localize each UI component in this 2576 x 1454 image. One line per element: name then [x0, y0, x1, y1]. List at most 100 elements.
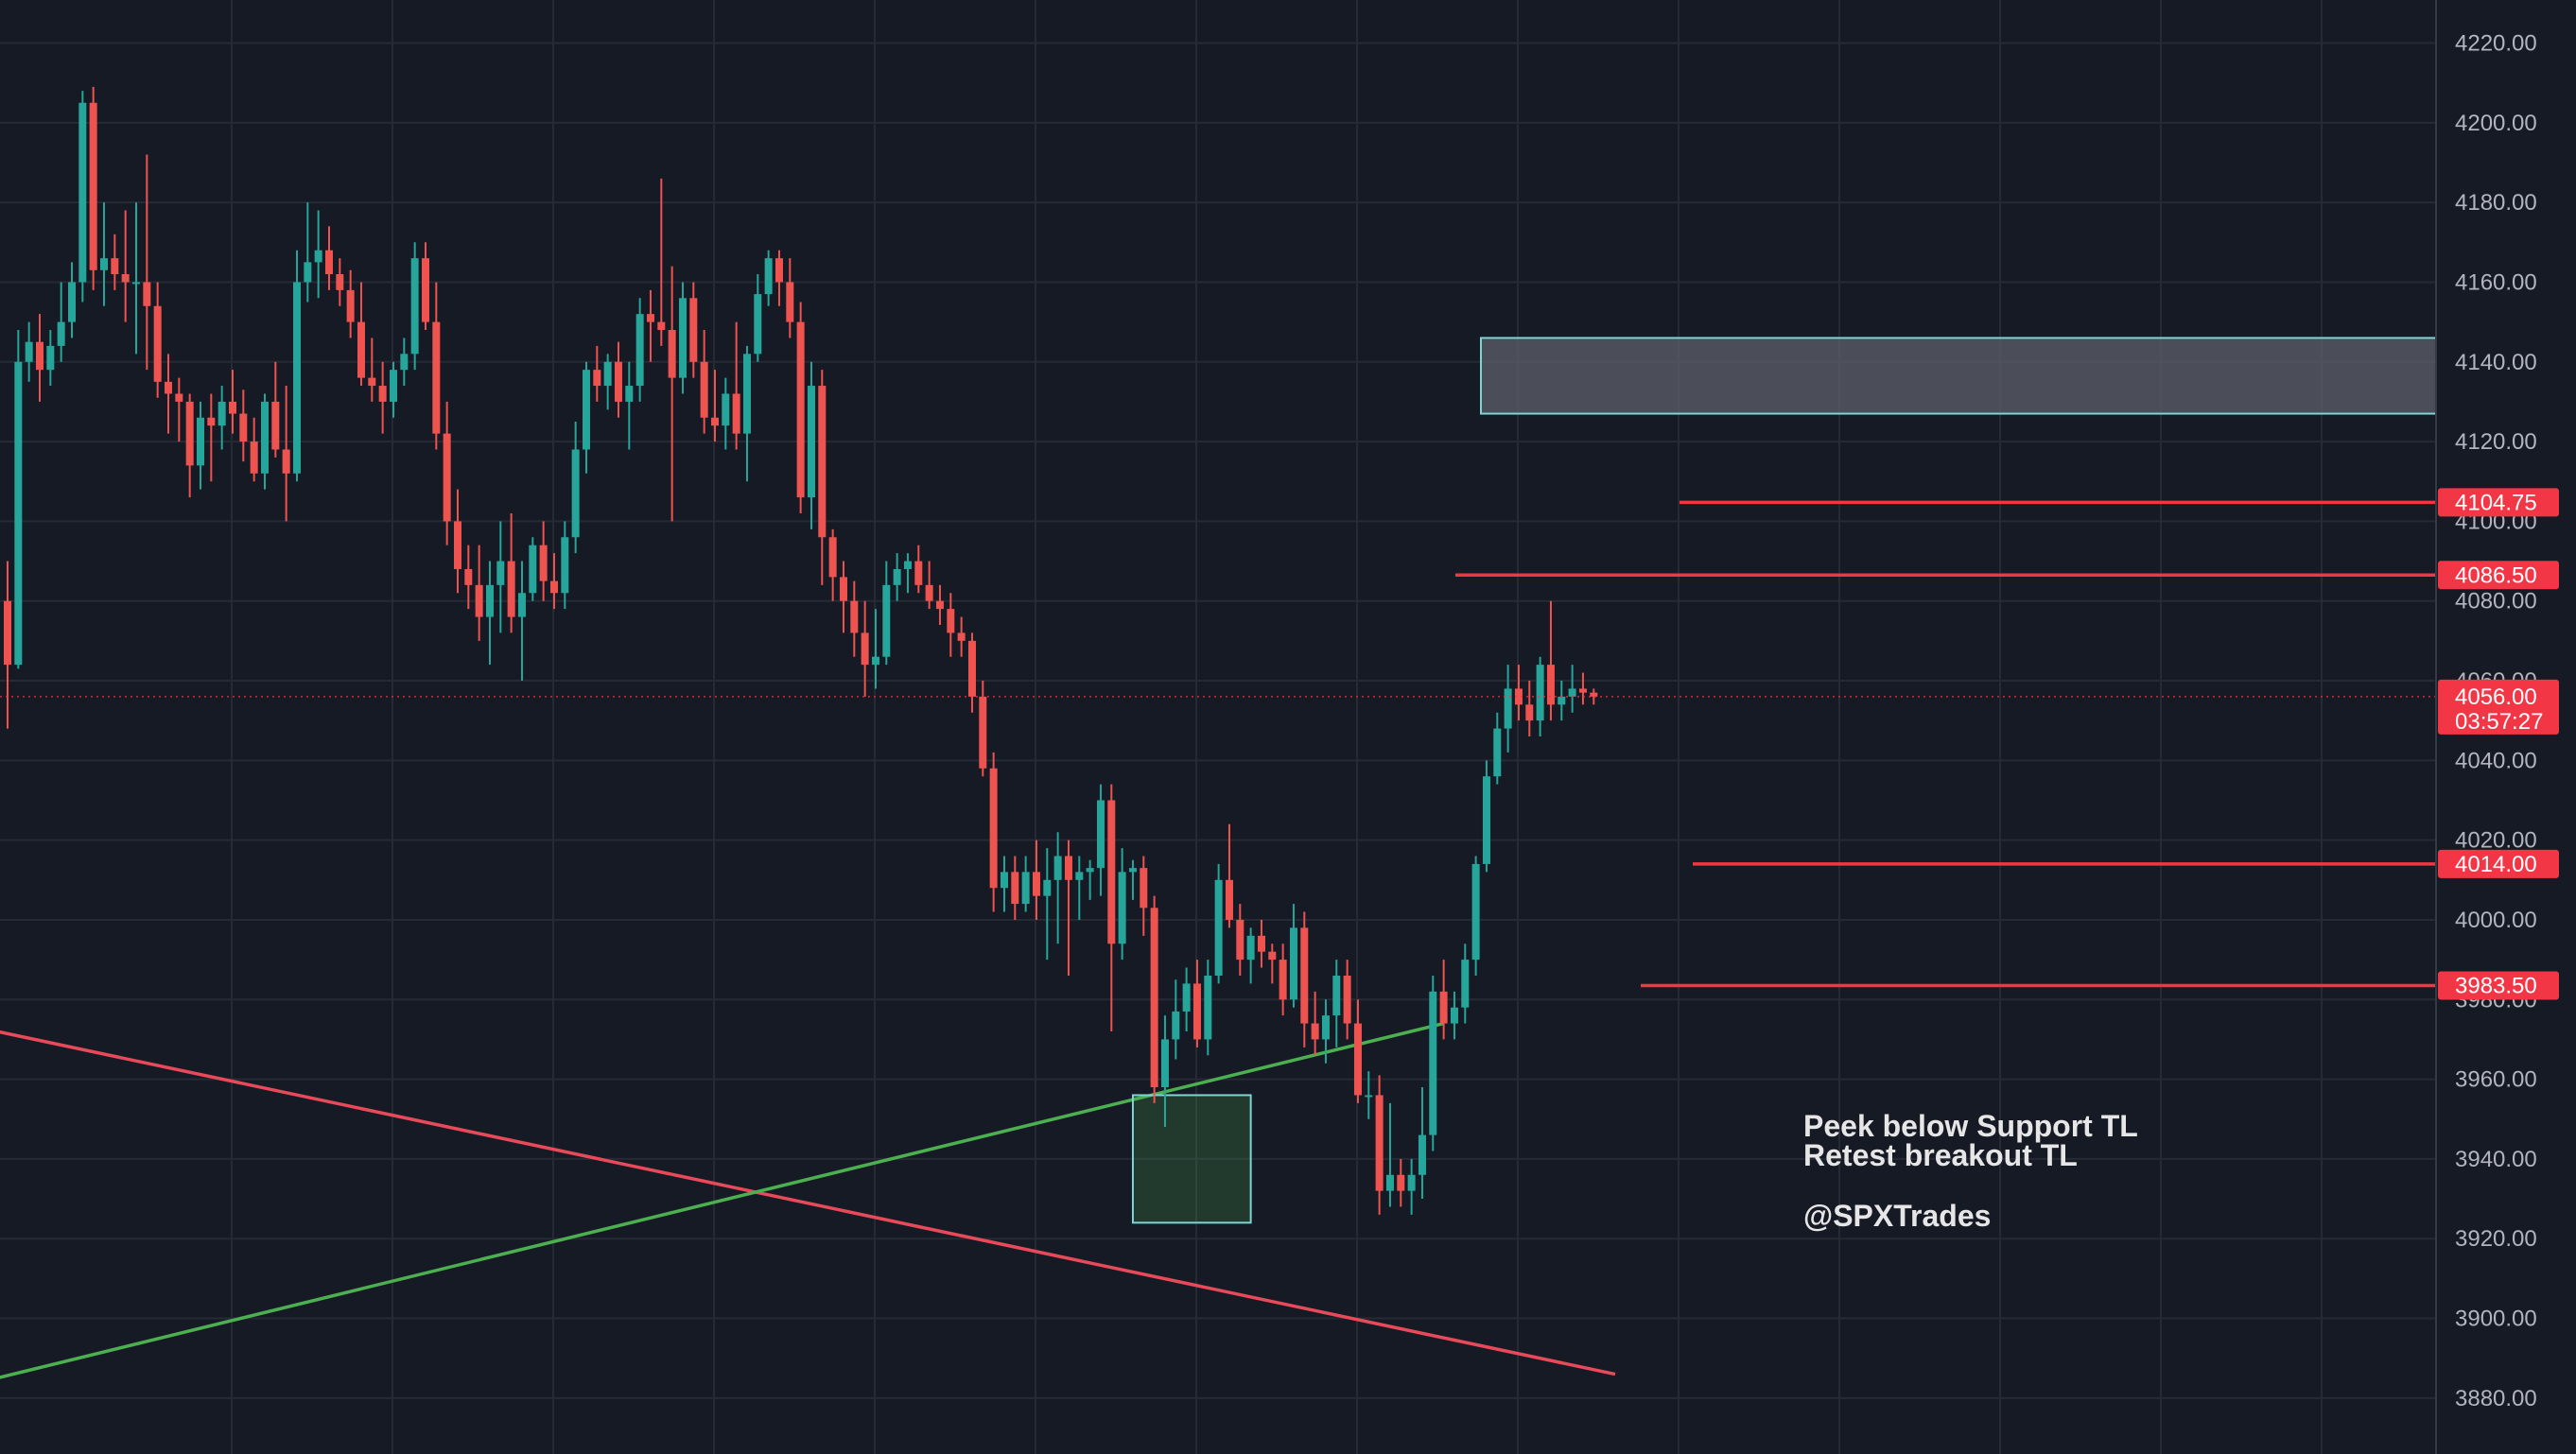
- candle-body: [625, 386, 634, 402]
- candle-body: [1225, 879, 1233, 920]
- candle-body: [1493, 728, 1502, 777]
- candle: [1182, 967, 1191, 1031]
- candle: [1429, 975, 1437, 1151]
- candle-body: [1064, 856, 1072, 880]
- candle: [1590, 688, 1598, 705]
- candle-body: [1182, 983, 1191, 1012]
- candle-body: [1107, 800, 1116, 944]
- candle-body: [1279, 960, 1287, 1000]
- candle: [78, 91, 87, 303]
- candle-body: [1032, 872, 1040, 896]
- candle: [35, 314, 44, 402]
- candle: [410, 242, 419, 371]
- candle-body: [839, 577, 847, 601]
- candle-body: [400, 354, 409, 371]
- candle-body: [1214, 879, 1223, 976]
- countdown-label: 03:57:27: [2455, 709, 2543, 735]
- support-box-layer: [1131, 1094, 1252, 1224]
- candle: [485, 561, 494, 666]
- annotation-line: Peek below Support TL: [1803, 1109, 2138, 1143]
- candle: [582, 361, 590, 474]
- candle-body: [614, 361, 622, 402]
- y-tick-label: 4140.00: [2455, 350, 2537, 375]
- candle: [614, 341, 622, 418]
- candle-body: [389, 370, 397, 402]
- resistance-zone-layer: [1480, 337, 2437, 415]
- candle: [1311, 991, 1319, 1056]
- candle: [828, 528, 837, 601]
- candle: [1504, 665, 1512, 753]
- candle: [635, 298, 644, 402]
- level-price-label: 3983.50: [2455, 974, 2537, 999]
- candle: [250, 417, 258, 482]
- candle: [807, 361, 815, 529]
- candle-body: [1558, 696, 1566, 705]
- candle: [57, 282, 65, 362]
- y-tick-label: 4000.00: [2455, 908, 2537, 933]
- candle-body: [1086, 868, 1094, 873]
- candle-body: [271, 401, 280, 450]
- candle-body: [368, 377, 376, 387]
- candle-body: [1578, 688, 1587, 693]
- candle-body: [357, 321, 365, 378]
- candle: [1385, 1102, 1394, 1207]
- support-trendline: [0, 1021, 1445, 1379]
- candle: [25, 321, 33, 382]
- candle-body: [453, 521, 461, 569]
- candle: [1279, 943, 1287, 1016]
- candle-body: [432, 321, 441, 434]
- candle-body: [89, 102, 97, 270]
- candle-body: [1140, 868, 1148, 909]
- candle-body: [571, 449, 580, 538]
- candle-body: [807, 386, 815, 498]
- candle-body: [1311, 1023, 1319, 1040]
- candle-body: [1504, 688, 1512, 729]
- candle-body: [464, 568, 473, 585]
- candle: [1397, 1158, 1405, 1207]
- candle: [839, 561, 847, 633]
- candle-body: [14, 361, 23, 666]
- candle-body: [689, 298, 698, 362]
- candle: [421, 242, 429, 331]
- candle: [1246, 927, 1255, 984]
- candle: [893, 553, 901, 601]
- candle-body: [175, 393, 183, 402]
- trendline-layer: [0, 1021, 1616, 1379]
- y-tick-label: 3880.00: [2455, 1386, 2537, 1411]
- candle: [304, 202, 312, 303]
- candle: [1568, 665, 1576, 713]
- candle: [1525, 681, 1534, 737]
- candle: [1011, 856, 1019, 920]
- candle-body: [582, 370, 590, 450]
- candle-body: [1172, 1011, 1180, 1040]
- current-price-label: 4056.00: [2455, 684, 2537, 710]
- candle: [453, 489, 461, 594]
- candle-body: [121, 274, 130, 283]
- candle-body: [260, 401, 269, 474]
- candle-body: [549, 580, 558, 594]
- candle: [475, 545, 483, 641]
- candle: [850, 580, 859, 657]
- candle-body: [1365, 1095, 1373, 1098]
- candle: [957, 616, 966, 657]
- candle: [1461, 943, 1470, 1024]
- candle: [1536, 656, 1544, 737]
- candle-body: [979, 696, 987, 769]
- candle-body: [57, 321, 65, 346]
- candle-body: [722, 393, 730, 426]
- candle: [46, 330, 55, 387]
- candle-body: [410, 258, 419, 355]
- candle: [346, 269, 355, 338]
- candle: [935, 584, 944, 625]
- candle: [324, 226, 333, 290]
- candle: [1332, 960, 1341, 1047]
- candle-body: [292, 282, 301, 474]
- candle: [507, 512, 515, 633]
- candle-body: [818, 386, 827, 538]
- candle: [1578, 672, 1587, 705]
- candle-body: [539, 545, 548, 581]
- candle-body: [207, 417, 216, 426]
- candle-body: [700, 361, 708, 418]
- candle-body: [1418, 1134, 1426, 1175]
